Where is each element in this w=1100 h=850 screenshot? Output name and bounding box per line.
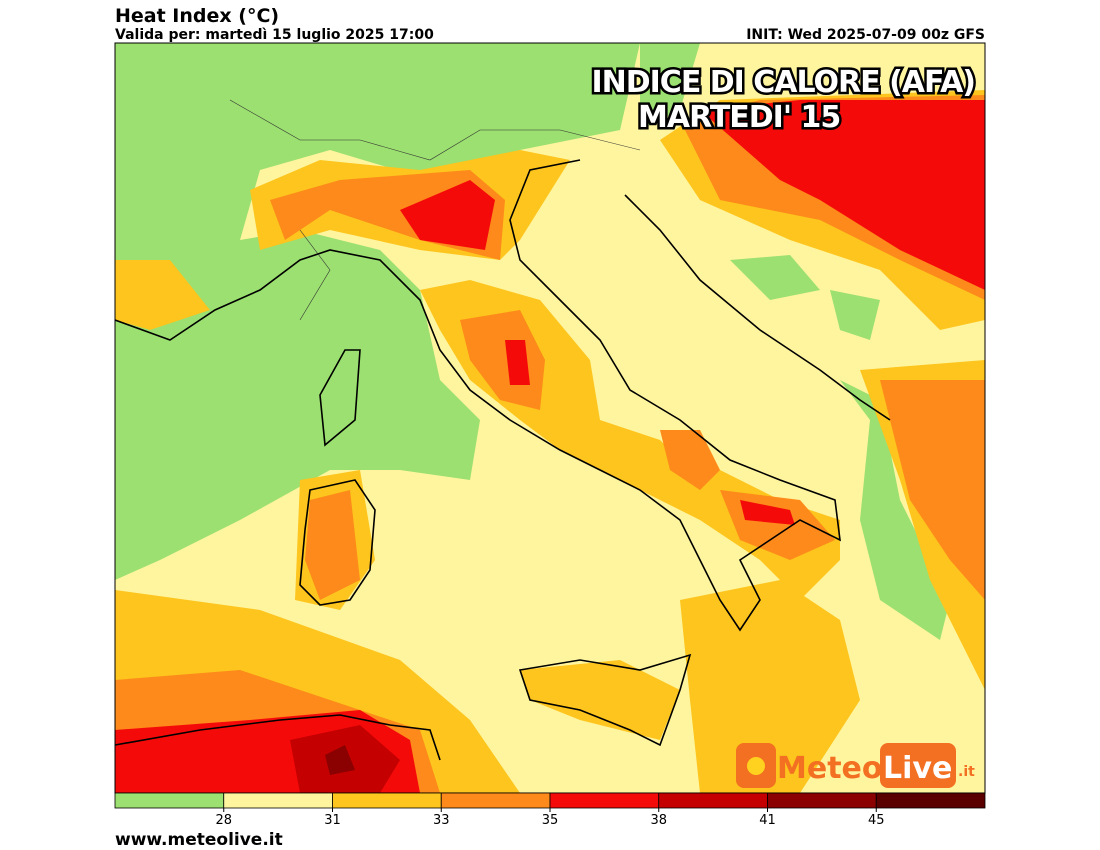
logo: Meteo Live .it [736,743,975,788]
colorbar-tick-label: 45 [868,813,885,828]
colorbar-bin [767,792,877,809]
colorbar-tick-label: 28 [215,813,232,828]
map: INDICE DI CALORE (AFA) MARTEDI' 15 Meteo… [114,42,986,794]
valid-time: Valida per: martedì 15 luglio 2025 17:00 [115,27,434,43]
overlay-line1: INDICE DI CALORE (AFA) [591,65,975,100]
overlay-line2: MARTEDI' 15 [638,100,840,135]
colorbar-tick-label: 31 [324,813,341,828]
colorbar-bin [658,792,768,809]
title: Heat Index (°C) [115,5,279,27]
init-time: INIT: Wed 2025-07-09 00z GFS [746,27,985,43]
colorbar-bin [875,792,986,809]
colorbar-bin [332,792,442,809]
logo-meteo: Meteo [777,751,883,786]
colorbar-tick-label: 41 [759,813,776,828]
logo-tld: .it [958,764,975,780]
colorbar-bin [440,792,551,809]
colorbar: 28 31 33 35 38 41 45 [114,792,986,828]
footer-url: www.meteolive.it [115,830,283,850]
logo-live: Live [883,751,952,786]
colorbar-bin [549,792,660,809]
colorbar-bin [223,792,333,809]
colorbar-tick-label: 33 [433,813,450,828]
colorbar-tick-label: 38 [650,813,667,828]
colorbar-bin [114,792,225,809]
colorbar-tick-label: 35 [542,813,559,828]
